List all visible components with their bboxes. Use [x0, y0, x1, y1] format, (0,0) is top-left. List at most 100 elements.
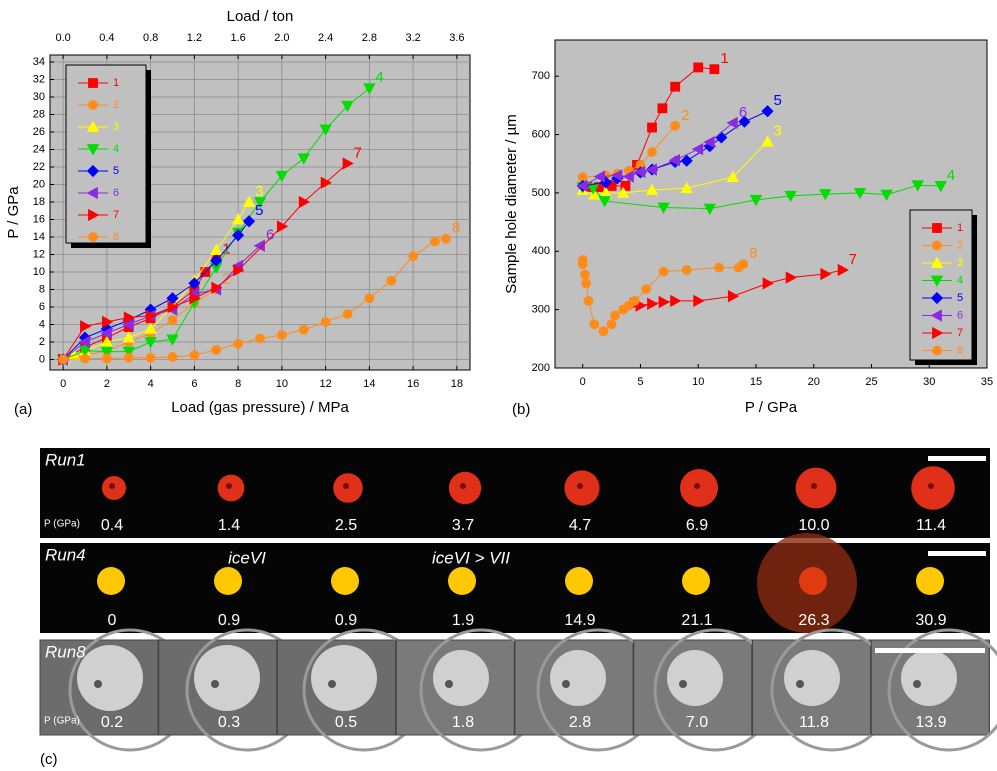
x2-tick-label: 3.2	[405, 32, 420, 44]
y-tick-label: 600	[532, 128, 550, 140]
sample-dot	[913, 680, 921, 688]
legend-label: 1	[957, 222, 963, 234]
marker	[607, 320, 616, 329]
pressure-label: 2.8	[569, 714, 591, 731]
x2-tick-label: 3.6	[449, 32, 464, 44]
sample-dot	[109, 483, 115, 489]
x-axis-label: P / GPa	[745, 399, 798, 416]
marker	[710, 65, 719, 74]
marker	[441, 234, 450, 243]
marker	[658, 104, 667, 113]
y-tick-label: 34	[33, 56, 45, 68]
y-tick-label: 22	[33, 161, 45, 173]
legend-label: 1	[113, 77, 119, 89]
series-end-label: 7	[849, 251, 857, 268]
legend-label: 3	[957, 257, 963, 269]
sample-photo	[667, 650, 723, 706]
sample-dot	[460, 483, 466, 489]
marker	[578, 260, 587, 269]
page: 0246810121416182022242628303234024681012…	[0, 0, 997, 771]
photo-strip	[40, 448, 990, 538]
marker	[648, 123, 657, 132]
marker	[81, 354, 90, 363]
sample-dot	[343, 483, 349, 489]
x-axis-label: Load (gas pressure) / MPa	[171, 399, 349, 416]
x-tick-label: 14	[363, 378, 375, 390]
marker	[343, 310, 352, 319]
x-tick-label: 18	[451, 378, 463, 390]
sample-photo	[448, 567, 476, 595]
pressure-label: 11.8	[799, 714, 829, 731]
marker	[739, 260, 748, 269]
pressure-label: 7.0	[686, 714, 708, 731]
x-tick-label: 25	[865, 376, 877, 388]
y-tick-label: 400	[532, 245, 550, 257]
pressure-label: 26.3	[798, 612, 829, 629]
x-tick-label: 35	[981, 376, 993, 388]
run-label: Run1	[45, 450, 86, 469]
x2-tick-label: 0.0	[55, 32, 70, 44]
panel-label: (b)	[512, 401, 530, 418]
y-tick-label: 28	[33, 108, 45, 120]
x-tick-label: 8	[235, 378, 241, 390]
pressure-label: 0.9	[335, 612, 357, 629]
pressure-label: 21.1	[681, 612, 712, 629]
series-end-label: 8	[452, 220, 460, 237]
x2-tick-label: 2.4	[318, 32, 333, 44]
marker	[599, 327, 608, 336]
sample-photo	[682, 567, 710, 595]
y-tick-label: 6	[39, 301, 45, 313]
y-tick-label: 12	[33, 248, 45, 260]
y-tick-label: 300	[532, 304, 550, 316]
x-tick-label: 15	[750, 376, 762, 388]
sample-photo	[77, 645, 143, 711]
sample-photo	[194, 645, 260, 711]
sample-dot	[562, 680, 570, 688]
pressure-label: 1.8	[452, 714, 474, 731]
marker	[682, 265, 691, 274]
legend-label: 3	[113, 121, 119, 133]
marker	[277, 331, 286, 340]
run-label: Run4	[45, 545, 86, 564]
y-tick-label: 32	[33, 73, 45, 85]
marker	[387, 276, 396, 285]
sample-dot	[328, 680, 336, 688]
series-end-label: 2	[681, 107, 689, 124]
legend-label: 6	[957, 309, 963, 321]
x-tick-label: 0	[60, 378, 66, 390]
series-end-label: 1	[720, 50, 728, 67]
series-end-label: 7	[354, 144, 362, 161]
marker	[648, 148, 657, 157]
marker	[190, 351, 199, 360]
marker	[212, 345, 221, 354]
y-tick-label: 24	[33, 143, 45, 155]
y-tick-label: 2	[39, 336, 45, 348]
x2-tick-label: 2.8	[362, 32, 377, 44]
pressure-label: 13.9	[915, 714, 946, 731]
y-tick-label: 0	[39, 353, 45, 365]
marker	[933, 224, 942, 233]
x-tick-label: 12	[320, 378, 332, 390]
x-tick-label: 16	[407, 378, 419, 390]
y-tick-label: 4	[39, 318, 45, 330]
sample-photo	[784, 650, 840, 706]
x-tick-label: 30	[923, 376, 935, 388]
sample-dot	[211, 680, 219, 688]
marker	[933, 346, 942, 355]
x2-tick-label: 0.4	[99, 32, 114, 44]
sample-photo	[311, 645, 377, 711]
marker	[89, 233, 98, 242]
pressure-label: 1.4	[218, 517, 240, 534]
scale-bar	[875, 648, 985, 653]
pressure-label: 0.3	[218, 714, 240, 731]
x2-tick-label: 2.0	[274, 32, 289, 44]
pressure-label: 2.5	[335, 517, 357, 534]
legend-label: 2	[113, 99, 119, 111]
pressure-label: 0.9	[218, 612, 240, 629]
legend-label: 2	[957, 239, 963, 251]
pressure-label: 3.7	[452, 517, 474, 534]
x2-tick-label: 1.2	[187, 32, 202, 44]
run-label: Run8	[45, 642, 86, 661]
sample-photo	[331, 567, 359, 595]
marker	[89, 101, 98, 110]
